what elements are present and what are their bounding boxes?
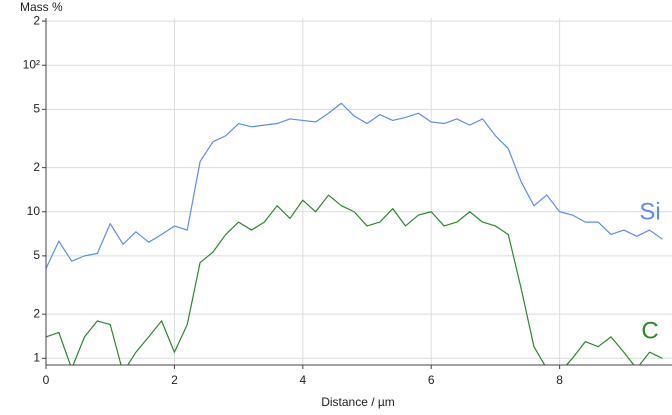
y-tick-label: 10² — [23, 57, 40, 71]
y-tick-label: 5 — [33, 248, 40, 262]
x-tick-label: 6 — [428, 373, 435, 387]
y-axis-title: Mass % — [20, 0, 63, 14]
y-tick-label: 1 — [33, 350, 40, 364]
y-tick-label: 2 — [33, 306, 40, 320]
data-line — [46, 194, 663, 365]
y-tick-label: 2 — [33, 13, 40, 27]
data-line — [46, 102, 663, 269]
series-label: C — [641, 318, 658, 345]
x-tick-label: 0 — [43, 373, 50, 387]
x-tick-label: 8 — [556, 373, 563, 387]
plot-area — [46, 102, 663, 365]
series-label: Si — [639, 199, 660, 226]
y-tick-label: 2 — [33, 160, 40, 174]
x-axis-title: Distance / µm — [321, 395, 395, 409]
grid — [45, 18, 672, 365]
y-tick-label: 5 — [33, 102, 40, 116]
y-tick-label: 10 — [27, 204, 41, 218]
x-tick-label: 4 — [299, 373, 306, 387]
x-tick-label: 2 — [171, 373, 178, 387]
